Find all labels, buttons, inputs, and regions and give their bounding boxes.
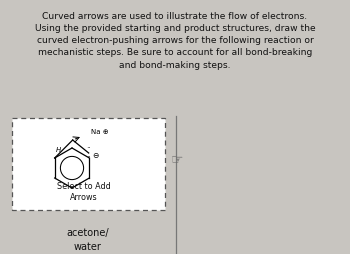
Text: Curved arrows are used to illustrate the flow of electrons.
Using the provided s: Curved arrows are used to illustrate the…: [35, 12, 315, 70]
Text: Select to Add
Arrows: Select to Add Arrows: [57, 182, 110, 202]
FancyBboxPatch shape: [12, 118, 165, 210]
Text: H: H: [56, 147, 61, 153]
Text: ⊖: ⊖: [93, 151, 99, 161]
Text: acetone/
water: acetone/ water: [67, 228, 109, 252]
Text: ··: ··: [86, 144, 91, 153]
Text: ··: ··: [86, 153, 91, 162]
Text: ☞: ☞: [171, 152, 183, 166]
Text: Na ⊕: Na ⊕: [91, 129, 108, 135]
